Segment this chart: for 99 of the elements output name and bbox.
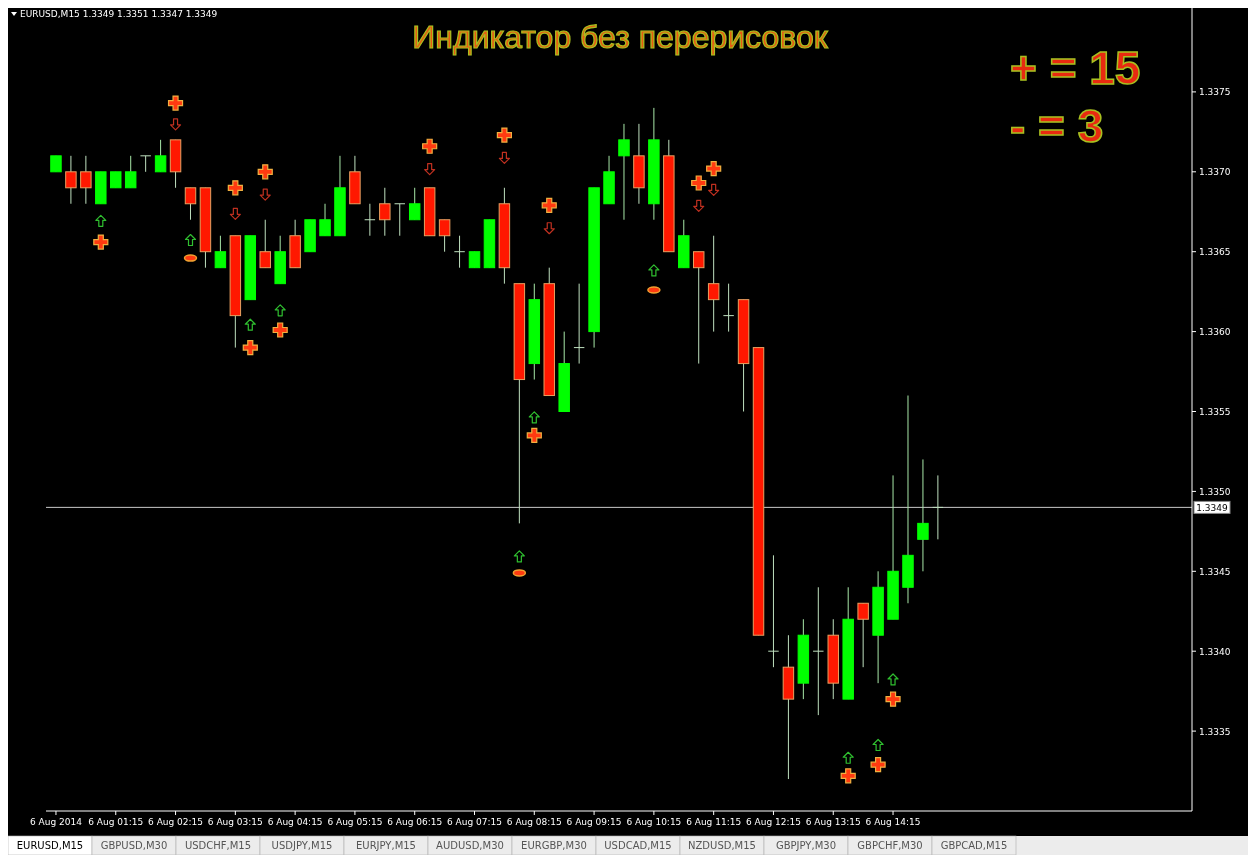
text: NZDUSD,M15 xyxy=(688,840,756,851)
candlestick xyxy=(767,554,780,668)
point xyxy=(887,673,899,686)
point xyxy=(840,768,856,784)
x-tick-label: 6 Aug 10:15 xyxy=(626,817,682,827)
candlestick xyxy=(722,283,735,333)
point xyxy=(167,95,184,111)
candlestick xyxy=(857,602,869,668)
text: GBPCAD,M15 xyxy=(940,840,1008,851)
point xyxy=(541,197,557,213)
point xyxy=(424,163,436,176)
point xyxy=(691,175,707,191)
point xyxy=(169,118,182,131)
candlestick xyxy=(932,474,944,540)
point xyxy=(543,222,555,235)
point xyxy=(259,188,271,201)
candlestick xyxy=(408,187,421,221)
annotation: EURUSD,M15 1.3349 1.3351 1.3347 1.3349 xyxy=(20,9,218,19)
text: GBPJPY,M30 xyxy=(775,840,837,851)
point xyxy=(885,691,901,707)
point xyxy=(648,264,660,277)
point xyxy=(496,127,512,143)
y-tick-label: 1.3355 xyxy=(1199,407,1231,417)
candlestick xyxy=(80,155,92,205)
text: GBPUSD,M30 xyxy=(100,840,168,851)
point xyxy=(93,234,109,250)
candlestick xyxy=(917,458,929,572)
x-tick-label: 6 Aug 03:15 xyxy=(207,817,263,827)
point xyxy=(422,138,438,154)
x-tick-label: 6 Aug 05:15 xyxy=(327,817,383,827)
candlestick xyxy=(707,235,720,333)
point xyxy=(513,550,525,563)
point xyxy=(244,318,256,331)
candlestick xyxy=(259,219,271,269)
point xyxy=(693,199,705,212)
candlestick xyxy=(692,251,705,365)
candlestick xyxy=(124,155,137,189)
ref-line-label: 1.3349 xyxy=(1196,502,1229,513)
candlestick xyxy=(184,187,197,221)
y-tick-label: 1.3345 xyxy=(1199,566,1231,577)
x-tick-label: 6 Aug 08:15 xyxy=(506,817,562,827)
y-tick-label: 1.3340 xyxy=(1199,646,1231,657)
x-tick-label: 6 Aug 07:15 xyxy=(447,817,502,827)
candlestick xyxy=(394,203,406,237)
point xyxy=(274,304,286,317)
point xyxy=(227,180,243,196)
x-tick-label: 6 Aug 11:15 xyxy=(686,817,742,827)
y-tick-label: 1.3335 xyxy=(1199,726,1231,737)
text: EURGBP,M30 xyxy=(521,840,587,851)
text: USDCAD,M15 xyxy=(604,840,672,851)
point xyxy=(526,427,542,444)
x-tick-label: 6 Aug 06:15 xyxy=(387,817,443,827)
y-tick-label: 1.3375 xyxy=(1199,87,1231,98)
text: GBPCHF,M30 xyxy=(857,840,923,851)
candlestick xyxy=(139,155,152,173)
y-tick-label: 1.3365 xyxy=(1199,247,1231,258)
point xyxy=(229,207,241,220)
x-tick-label: 6 Aug 01:15 xyxy=(88,817,144,827)
candlestick xyxy=(618,123,630,221)
point xyxy=(272,322,288,338)
y-tick-label: 1.3370 xyxy=(1199,167,1231,178)
annotation: + = 15 xyxy=(1010,42,1141,94)
text: AUDUSD,M30 xyxy=(436,840,504,851)
text: USDJPY,M15 xyxy=(271,840,333,851)
x-tick-label: 6 Aug 13:15 xyxy=(805,817,861,827)
point xyxy=(528,411,540,424)
candlestick xyxy=(453,235,466,269)
candlestick xyxy=(364,203,376,237)
candlestick xyxy=(214,235,227,269)
annotation: - = 3 xyxy=(1010,100,1104,152)
point xyxy=(498,151,510,165)
point xyxy=(842,751,854,764)
x-tick-label: 6 Aug 04:15 xyxy=(267,817,323,827)
y-tick-label: 1.3360 xyxy=(1199,327,1231,338)
point xyxy=(706,161,722,177)
point xyxy=(257,164,273,180)
candlestick xyxy=(379,187,391,237)
candlestick xyxy=(573,283,585,365)
candlestick xyxy=(438,219,451,253)
chart-title: Индикатор без перерисовок xyxy=(412,19,829,55)
point xyxy=(872,738,884,752)
y-tick-label: 1.3350 xyxy=(1199,486,1231,497)
x-tick-label: 6 Aug 12:15 xyxy=(745,817,801,827)
text: EURJPY,M15 xyxy=(356,840,416,851)
candlestick xyxy=(812,586,825,716)
point xyxy=(242,339,258,356)
candlestick xyxy=(65,155,77,205)
text: EURUSD,M15 xyxy=(16,840,84,851)
point xyxy=(870,757,886,773)
candlestick xyxy=(319,203,331,237)
candlestick xyxy=(154,139,167,173)
point xyxy=(95,214,107,227)
text: USDCHF,M15 xyxy=(184,840,252,851)
x-tick-label: 6 Aug 09:15 xyxy=(566,817,622,827)
point xyxy=(708,183,720,196)
x-tick-label: 6 Aug 2014 xyxy=(30,817,83,827)
point xyxy=(184,233,197,247)
x-tick-label: 6 Aug 02:15 xyxy=(148,817,204,827)
x-tick-label: 6 Aug 14:15 xyxy=(865,817,921,827)
